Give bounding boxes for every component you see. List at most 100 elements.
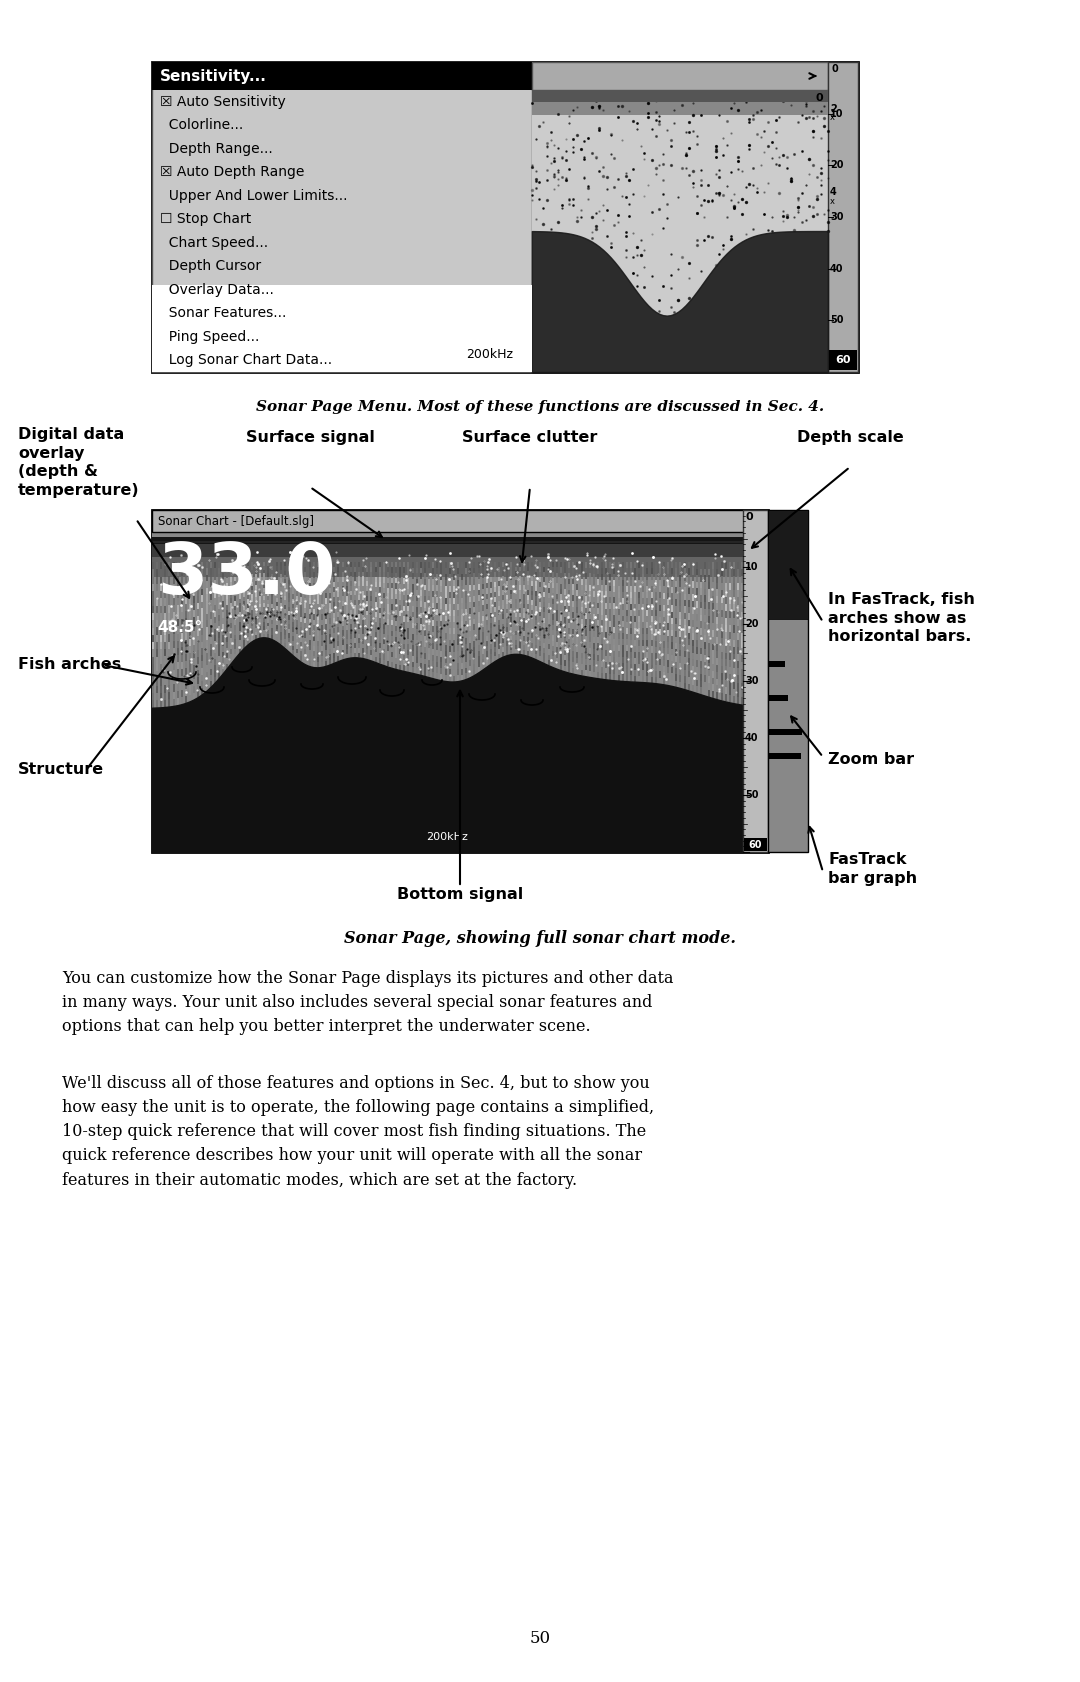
Bar [251, 597, 253, 602]
Text: Sonar Features...: Sonar Features... [160, 306, 286, 320]
Bar [210, 669, 212, 674]
Bar [518, 590, 521, 594]
Bar [584, 671, 586, 676]
Bar [180, 690, 183, 698]
Bar [341, 654, 343, 659]
Bar [395, 599, 397, 606]
Bar [416, 567, 418, 574]
Bar [581, 636, 582, 641]
Bar [230, 654, 232, 659]
Bar [564, 654, 566, 661]
Bar [222, 567, 224, 574]
Bar [407, 666, 409, 671]
Bar [502, 629, 504, 632]
Bar [602, 574, 603, 580]
Bar [325, 646, 327, 651]
Bar [243, 632, 245, 636]
Bar [354, 590, 356, 595]
Bar [441, 574, 443, 580]
Bar [234, 606, 237, 611]
Bar [518, 612, 521, 617]
Bar [157, 686, 158, 693]
Bar [577, 636, 579, 641]
Bar [255, 616, 257, 621]
Bar [696, 575, 698, 582]
Bar [375, 622, 377, 627]
Bar [589, 648, 591, 654]
Bar [354, 595, 356, 600]
Bar [605, 604, 607, 609]
Bar [321, 631, 323, 636]
Bar [424, 659, 426, 664]
Bar [511, 617, 513, 622]
Bar [268, 592, 269, 595]
Bar [568, 639, 570, 644]
Bar [198, 595, 200, 602]
Bar [346, 634, 348, 639]
Bar [321, 626, 323, 631]
Bar [470, 590, 471, 597]
Bar [692, 678, 693, 685]
Bar [634, 574, 636, 580]
Bar [597, 632, 599, 637]
Bar [218, 632, 220, 637]
Bar [766, 562, 768, 569]
Bar [589, 602, 591, 607]
Bar [292, 572, 294, 575]
Text: Chart Speed...: Chart Speed... [160, 235, 268, 249]
Bar [593, 609, 595, 614]
Bar [667, 592, 669, 599]
Bar [346, 595, 348, 600]
Text: 200kHz: 200kHz [467, 348, 513, 360]
Bar [564, 611, 566, 617]
Bar [556, 663, 557, 668]
Bar [205, 607, 207, 614]
Bar [382, 649, 384, 654]
Bar [316, 651, 319, 656]
Bar [766, 643, 768, 649]
Bar [259, 600, 261, 604]
Bar [210, 663, 212, 669]
Bar [692, 621, 693, 627]
Bar [280, 562, 282, 567]
Text: Ping Speed...: Ping Speed... [160, 330, 259, 343]
Bar [729, 590, 731, 597]
Bar [679, 600, 681, 606]
Bar [407, 627, 409, 634]
Bar [366, 654, 368, 659]
Bar [152, 634, 154, 643]
Bar [288, 637, 289, 643]
Bar [218, 602, 220, 609]
Bar [490, 634, 491, 639]
Bar [531, 637, 534, 643]
Bar [527, 580, 529, 585]
Bar [638, 664, 640, 669]
Bar [288, 621, 289, 624]
Bar [708, 562, 711, 569]
Bar [436, 661, 438, 668]
Bar [288, 602, 289, 607]
Bar [539, 577, 541, 582]
Bar [271, 574, 273, 577]
Bar [593, 574, 595, 579]
Bar [305, 597, 307, 602]
Bar [725, 688, 727, 695]
Bar [733, 569, 735, 577]
Bar [490, 619, 491, 624]
Bar [630, 616, 632, 622]
Bar [643, 664, 645, 669]
Bar [745, 691, 747, 698]
Text: 0: 0 [816, 93, 824, 103]
Bar [659, 574, 661, 580]
Bar [733, 577, 735, 584]
Bar [271, 592, 273, 597]
Bar [329, 577, 332, 582]
Bar [494, 592, 496, 597]
Bar [486, 641, 488, 646]
Bar [366, 611, 368, 616]
Bar [400, 648, 402, 654]
Bar [337, 597, 339, 602]
Bar [292, 599, 294, 604]
Bar [334, 637, 335, 643]
Bar [337, 646, 339, 651]
